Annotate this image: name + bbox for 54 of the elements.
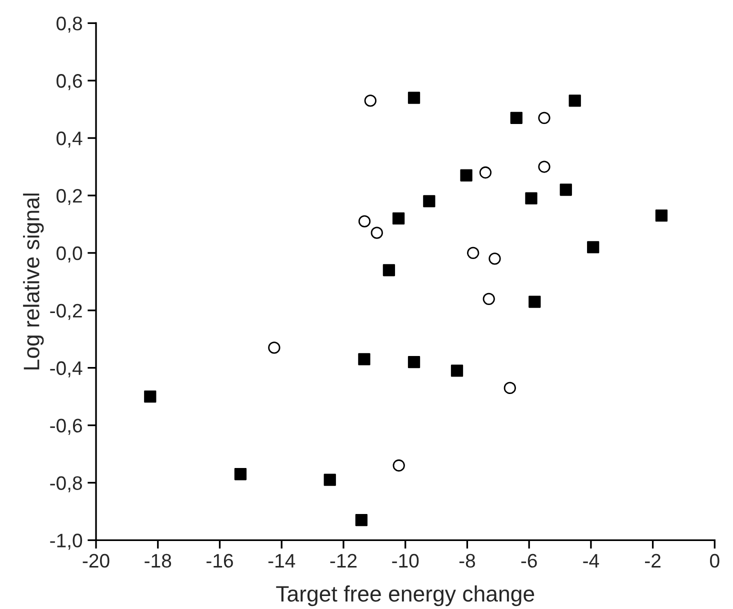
point (538, 112, 550, 124)
point (525, 192, 538, 204)
point (355, 514, 368, 526)
point (655, 210, 668, 222)
point (324, 474, 336, 486)
x-tick-label: -12 (330, 554, 357, 568)
point (370, 226, 383, 239)
point (450, 364, 464, 377)
y-tick-label: -1,0 (50, 534, 82, 550)
x-tick-label: -16 (206, 554, 233, 568)
point (460, 169, 472, 182)
point (423, 195, 436, 208)
y-tick-label: 0,8 (56, 16, 82, 33)
x-tick-label: 0 (710, 554, 720, 568)
point (538, 160, 550, 173)
x-tick-label: -10 (392, 554, 419, 568)
y-tick-label: 0,0 (56, 246, 82, 262)
x-tick-label: -20 (82, 554, 110, 568)
y-tick-label: -0,4 (50, 361, 82, 378)
point (392, 459, 405, 472)
point (587, 241, 600, 254)
y-tick-label: 0,2 (56, 188, 82, 206)
point (268, 342, 280, 354)
point (528, 296, 541, 308)
y-tick-label: 0,6 (56, 74, 82, 90)
point (358, 353, 370, 366)
point (382, 264, 396, 276)
point (144, 390, 156, 403)
x-tick-label: -8 (459, 554, 476, 568)
point (560, 184, 572, 196)
point (408, 92, 420, 104)
y-tick-label: 0,4 (56, 132, 82, 148)
y-axis-title: Log relative signal (23, 194, 44, 370)
y-tick-label: -0,2 (50, 304, 82, 320)
point (364, 94, 376, 107)
x-tick-label: -4 (583, 554, 600, 568)
x-tick-label: -2 (645, 554, 660, 568)
point (467, 246, 480, 260)
x-tick-label: -18 (144, 554, 172, 568)
x-tick-label: -6 (521, 554, 537, 568)
point (568, 94, 581, 107)
point (392, 212, 405, 225)
point (488, 252, 501, 265)
y-tick-label: -0,8 (50, 476, 82, 492)
point (504, 382, 516, 394)
point (234, 468, 247, 480)
x-axis-title: Target free energy change (276, 585, 534, 606)
x-tick-label: -14 (268, 554, 296, 568)
point (408, 356, 420, 368)
point (482, 292, 495, 305)
point (358, 215, 371, 228)
point (479, 166, 492, 179)
y-tick-label: -0,6 (50, 418, 82, 435)
point (510, 112, 522, 124)
